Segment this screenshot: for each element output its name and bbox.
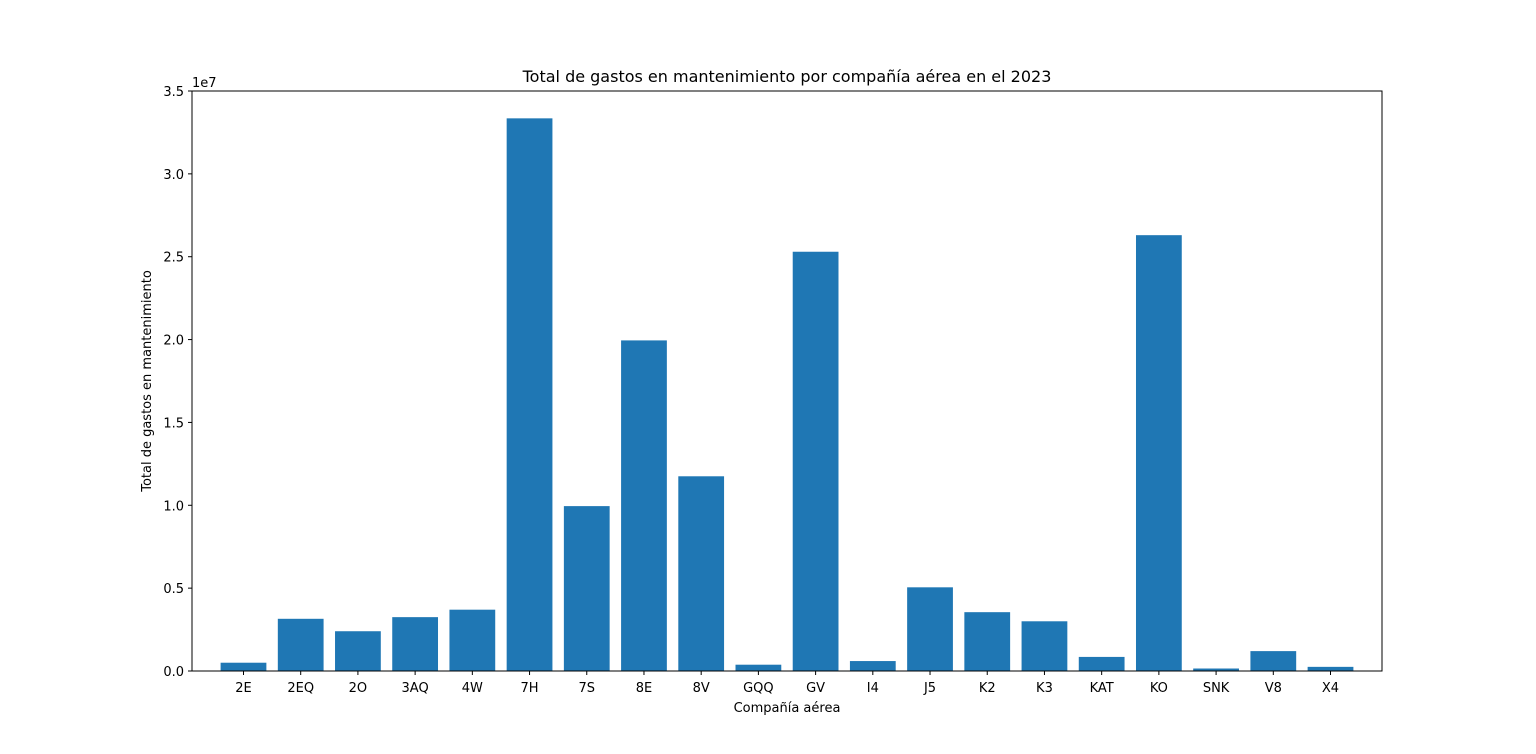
y-tick-label: 3.5	[163, 85, 184, 100]
bar-ko	[1135, 235, 1182, 671]
x-tick-label: X4	[1322, 681, 1339, 696]
x-axis-ticks: 2E 2EQ 2O 3AQ 4W 7H 7S 8E 8V GQQ GV I4 J5 K2 K3 KAT KO SN…	[235, 671, 1339, 696]
y-tick-label: 2.0	[163, 334, 184, 349]
bar-8e	[621, 340, 667, 671]
y-tick-label: 0.5	[163, 582, 184, 597]
x-tick-label: 4W	[462, 681, 483, 696]
x-tick-label: V8	[1265, 681, 1282, 696]
plot-frame	[191, 90, 1383, 672]
bar-snk	[1193, 668, 1239, 671]
x-axis-label: Compañía aérea	[734, 701, 841, 716]
y-tick-label: 0.0	[163, 665, 184, 680]
bar-kat	[1078, 656, 1125, 671]
y-tick-label: 2.5	[163, 251, 184, 266]
bar-x4	[1307, 666, 1354, 671]
y-axis-label: Total de gastos en mantenimiento	[140, 270, 155, 493]
x-tick-label: J5	[923, 681, 936, 696]
bar-2o	[335, 631, 381, 671]
y-axis-ticks: 0.0 0.5 1.0 1.5 2.0 2.5 3.0 3.5	[163, 85, 192, 680]
x-tick-label: 2E	[235, 681, 252, 696]
bar-v8	[1250, 651, 1297, 671]
y-tick-label: 1.0	[163, 499, 184, 514]
bar-3aq	[392, 617, 439, 671]
y-axis-offset-label: 1e7	[192, 76, 217, 91]
bar-k3	[1021, 621, 1068, 671]
chart-title: Total de gastos en mantenimiento por com…	[522, 67, 1052, 86]
x-tick-label: KAT	[1090, 681, 1114, 696]
x-tick-label: KO	[1150, 681, 1168, 696]
bar-2e	[220, 662, 267, 671]
x-tick-label: GV	[806, 681, 825, 696]
bars-group	[220, 118, 1354, 672]
bar-j5	[907, 587, 953, 671]
x-tick-label: 2EQ	[287, 681, 314, 696]
x-tick-label: 3AQ	[402, 681, 429, 696]
bar-gv	[792, 251, 839, 671]
x-tick-label: GQQ	[743, 681, 774, 696]
bar-gqq	[735, 664, 782, 671]
x-tick-label: 7H	[521, 681, 539, 696]
bar-k2	[964, 612, 1011, 671]
x-tick-label: 8V	[693, 681, 710, 696]
x-tick-label: SNK	[1203, 681, 1230, 696]
x-tick-label: I4	[867, 681, 879, 696]
x-tick-label: 7S	[578, 681, 595, 696]
bar-i4	[849, 661, 896, 671]
bar-8v	[678, 476, 725, 671]
bar-7h	[506, 118, 553, 672]
bar-2eq	[277, 618, 324, 671]
x-tick-label: K2	[979, 681, 996, 696]
bar-4w	[449, 609, 496, 671]
x-tick-label: 8E	[636, 681, 653, 696]
y-tick-label: 1.5	[163, 416, 184, 431]
y-tick-label: 3.0	[163, 168, 184, 183]
x-tick-label: K3	[1036, 681, 1053, 696]
bar-7s	[563, 506, 610, 671]
x-tick-label: 2O	[349, 681, 368, 696]
